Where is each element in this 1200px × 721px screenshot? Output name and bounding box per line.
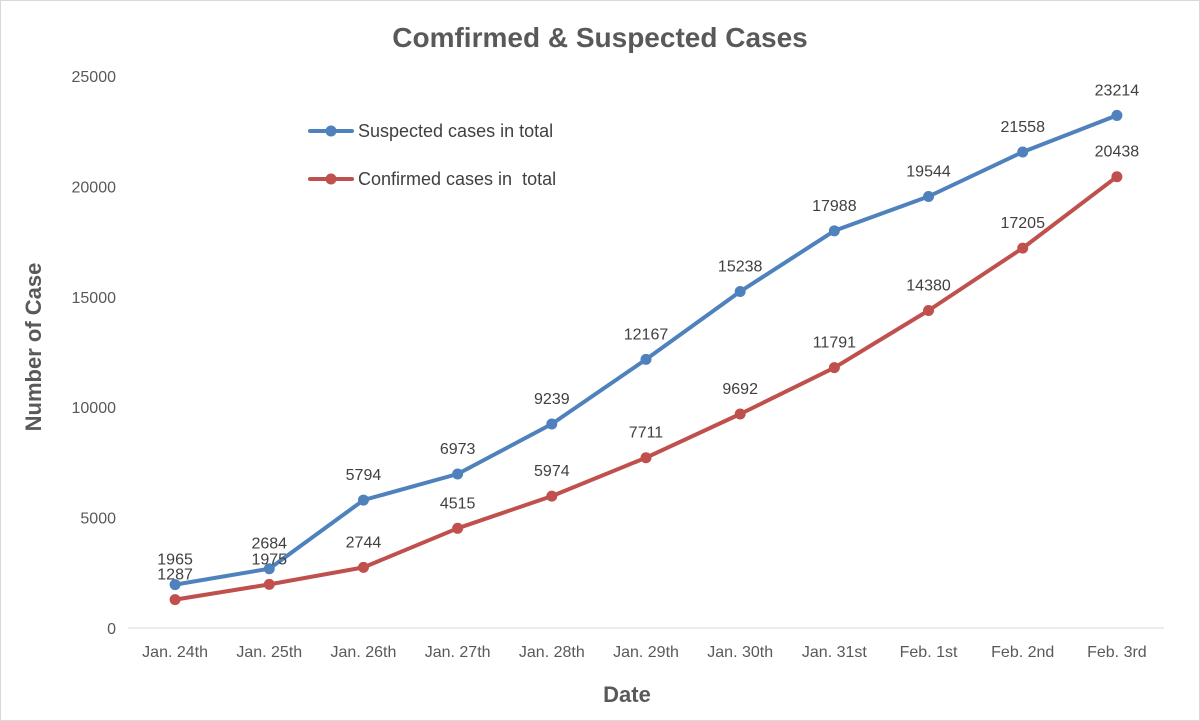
legend-marker xyxy=(325,125,337,137)
series-line xyxy=(173,113,1119,587)
legend-label: Confirmed cases in total xyxy=(358,169,556,189)
x-tick-label: Feb. 3rd xyxy=(1087,644,1147,661)
data-label: 23214 xyxy=(1095,82,1140,99)
data-point xyxy=(923,304,935,316)
data-point xyxy=(546,418,558,430)
legend: Suspected cases in total Confirmed cases … xyxy=(308,121,556,189)
y-tick-label: 15000 xyxy=(72,290,117,307)
y-axis-title: Number of Case xyxy=(21,263,46,432)
data-label: 1975 xyxy=(251,551,287,568)
y-tick-label: 10000 xyxy=(72,400,117,417)
data-point xyxy=(1017,146,1029,158)
y-tick-label: 20000 xyxy=(72,179,117,196)
data-point xyxy=(828,362,840,374)
data-labels: 1965 2684 5794 6973 9239 12167 15238 17988 19544… xyxy=(157,82,1139,583)
data-point xyxy=(169,594,181,606)
x-tick-label: Jan. 27th xyxy=(425,644,491,661)
data-label: 15238 xyxy=(718,259,763,276)
legend-label: Suspected cases in total xyxy=(358,121,553,141)
data-label: 2744 xyxy=(346,534,382,551)
data-point xyxy=(357,494,369,506)
legend-marker xyxy=(325,173,337,185)
data-label: 4515 xyxy=(440,495,476,512)
data-label: 2684 xyxy=(251,536,287,553)
data-label: 20438 xyxy=(1095,144,1140,161)
x-tick-label: Jan. 25th xyxy=(236,644,302,661)
y-tick-label: 25000 xyxy=(72,69,117,86)
data-point xyxy=(828,225,840,237)
data-label: 11791 xyxy=(813,335,856,352)
y-axis-ticks: 0 5000 10000 15000 20000 25000 xyxy=(72,69,117,638)
data-label: 1287 xyxy=(157,567,193,584)
data-point xyxy=(640,353,652,365)
data-label: 21558 xyxy=(1000,119,1045,136)
data-point xyxy=(640,452,652,464)
x-tick-label: Feb. 2nd xyxy=(991,644,1054,661)
data-point xyxy=(1111,171,1123,183)
data-point xyxy=(923,190,935,202)
x-tick-label: Jan. 29th xyxy=(613,644,679,661)
series-group xyxy=(169,109,1123,606)
data-label: 9239 xyxy=(534,391,570,408)
y-tick-label: 0 xyxy=(107,621,116,638)
data-label: 5974 xyxy=(534,463,570,480)
data-point xyxy=(1017,242,1029,254)
y-tick-label: 5000 xyxy=(80,511,116,528)
data-point xyxy=(263,563,275,575)
data-point xyxy=(452,468,464,480)
data-label: 7711 xyxy=(629,425,664,442)
x-tick-label: Jan. 28th xyxy=(519,644,585,661)
x-tick-label: Jan. 26th xyxy=(331,644,397,661)
data-point xyxy=(734,286,746,298)
data-label: 5794 xyxy=(346,467,382,484)
data-label: 9692 xyxy=(722,381,758,398)
data-point xyxy=(452,522,464,534)
data-point xyxy=(169,579,181,591)
data-label: 17205 xyxy=(1000,215,1045,232)
x-axis-title: Date xyxy=(603,682,651,707)
data-label: 6973 xyxy=(440,441,476,458)
data-label: 19544 xyxy=(906,163,951,180)
data-point xyxy=(734,408,746,420)
data-label: 17988 xyxy=(812,198,857,215)
x-tick-label: Jan. 31st xyxy=(802,644,867,661)
data-point xyxy=(546,490,558,502)
chart-title: Comfirmed & Suspected Cases xyxy=(392,22,807,53)
data-point xyxy=(1111,109,1123,121)
data-label: 14380 xyxy=(906,277,951,294)
x-tick-label: Jan. 24th xyxy=(142,644,208,661)
x-tick-label: Feb. 1st xyxy=(900,644,958,661)
data-point xyxy=(263,578,275,590)
data-point xyxy=(357,561,369,573)
data-label: 1965 xyxy=(157,552,193,569)
data-label: 12167 xyxy=(624,326,669,343)
x-tick-label: Jan. 30th xyxy=(707,644,773,661)
x-axis-ticks: Jan. 24th Jan. 25th Jan. 26th Jan. 27th Jan.… xyxy=(142,644,1147,661)
